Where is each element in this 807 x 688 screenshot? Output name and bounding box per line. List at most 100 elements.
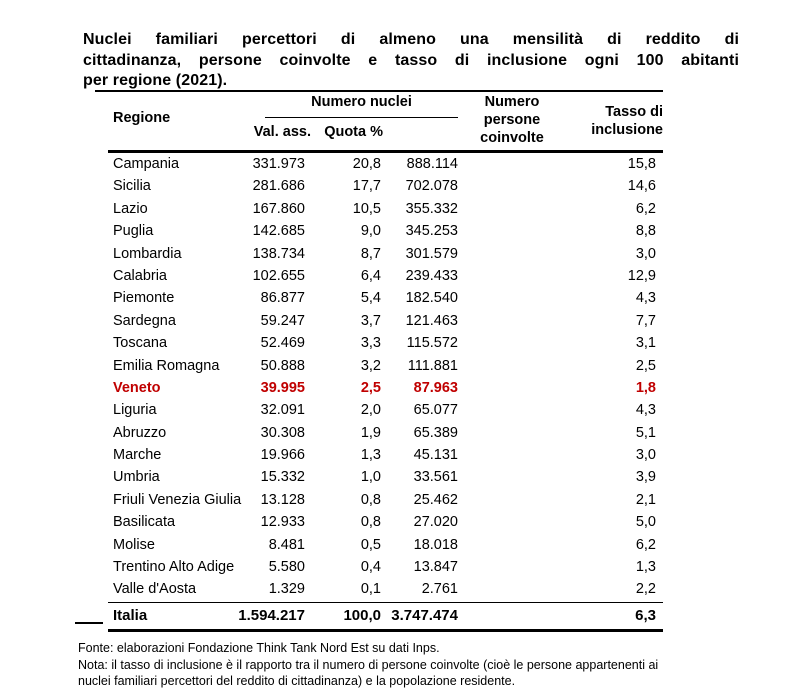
region-name: Lazio (113, 200, 148, 217)
nuclei-val-ass: 5.580 (268, 559, 305, 576)
table-row-umbria: Umbria 15.332 1,0 33.561 3,9 (108, 466, 663, 488)
tasso-inclusione: 6,2 (635, 200, 656, 217)
table-row-toscana: Toscana 52.469 3,3 115.572 3,1 (108, 332, 663, 354)
nuclei-quota-pct: 0,5 (360, 536, 381, 553)
nuclei-quota-pct: 3,2 (360, 357, 381, 374)
figure-title-line-3: per regione (2021). (83, 72, 228, 89)
nuclei-quota-pct: 1,0 (360, 469, 381, 486)
region-name: Calabria (113, 267, 167, 284)
persone-coinvolte: 45.131 (413, 447, 458, 464)
persone-coinvolte: 239.433 (405, 267, 458, 284)
persone-coinvolte: 702.078 (405, 178, 458, 195)
region-name: Veneto (113, 379, 161, 396)
tasso-inclusione: 5,0 (635, 514, 656, 531)
region-name: Umbria (113, 469, 160, 486)
nuclei-quota-pct: 1,3 (360, 447, 381, 464)
table-row-liguria: Liguria 32.091 2,0 65.077 4,3 (108, 399, 663, 421)
nuclei-val-ass: 142.685 (252, 223, 305, 240)
header-val-ass: Val. ass. (253, 124, 311, 140)
tasso-inclusione: 12,9 (627, 267, 656, 284)
tasso-inclusione: 3,0 (635, 447, 656, 464)
region-name: Liguria (113, 402, 157, 419)
nuclei-val-ass: 50.888 (260, 357, 305, 374)
table-top-rule (95, 90, 663, 92)
table-row-veneto-highlighted: Veneto 39.995 2,5 87.963 1,8 (108, 377, 663, 399)
persone-coinvolte: 115.572 (406, 335, 458, 352)
region-name: Sicilia (113, 178, 151, 195)
persone-coinvolte: 3.747.474 (391, 607, 458, 624)
nuclei-quota-pct: 17,7 (352, 178, 381, 195)
nuclei-quota-pct: 2,5 (360, 379, 381, 396)
tasso-inclusione: 1,8 (635, 379, 656, 396)
region-name: Friuli Venezia Giulia (113, 491, 242, 508)
region-name: Trentino Alto Adige (113, 559, 235, 576)
nuclei-quota-pct: 10,5 (352, 200, 381, 217)
tasso-inclusione: 3,9 (635, 469, 656, 486)
nuclei-quota-pct: 0,1 (360, 581, 381, 598)
tasso-inclusione: 2,1 (635, 491, 656, 508)
header-persone-line-1: Numero (484, 94, 540, 110)
method-note-line-1: Nota: il tasso di inclusione è il rappor… (78, 657, 659, 672)
persone-coinvolte: 888.114 (406, 156, 458, 172)
tasso-inclusione: 6,3 (635, 607, 656, 624)
tasso-inclusione: 4,3 (635, 402, 656, 419)
region-name: Basilicata (113, 514, 176, 531)
source-note: Fonte: elaborazioni Fondazione Think Tan… (78, 641, 440, 655)
nuclei-quota-pct: 1,9 (360, 424, 381, 441)
table-row-abruzzo: Abruzzo 30.308 1,9 65.389 5,1 (108, 422, 663, 444)
header-tasso-line-2: inclusione (591, 122, 663, 138)
tasso-inclusione: 8,8 (635, 223, 656, 240)
tasso-inclusione: 6,2 (635, 536, 656, 553)
table-row-trentino-alto-adige: Trentino Alto Adige 5.580 0,4 13.847 1,3 (108, 556, 663, 578)
persone-coinvolte: 65.389 (413, 424, 458, 441)
header-quota-pct: Quota % (324, 124, 383, 140)
header-bottom-rule (108, 150, 663, 153)
persone-coinvolte: 355.332 (405, 200, 458, 217)
nuclei-val-ass: 281.686 (252, 178, 305, 195)
table-row-lazio: Lazio 167.860 10,5 355.332 6,2 (108, 198, 663, 220)
tasso-inclusione: 1,3 (635, 559, 656, 576)
nuclei-val-ass: 19.966 (260, 447, 305, 464)
tasso-inclusione: 2,2 (635, 581, 656, 598)
region-name: Molise (113, 536, 155, 553)
region-name: Emilia Romagna (113, 357, 220, 374)
header-regione: Regione (113, 110, 171, 126)
table-bottom-rule (108, 629, 663, 632)
figure-title-line-1: Nuclei familiari percettori di almeno un… (83, 31, 739, 48)
persone-coinvolte: 18.018 (413, 536, 458, 553)
persone-coinvolte: 65.077 (413, 402, 458, 419)
header-persone-line-2: persone (483, 112, 541, 128)
region-name: Lombardia (113, 245, 182, 262)
persone-coinvolte: 121.463 (405, 312, 458, 329)
method-note-line-2: nuclei familiari percettori del reddito … (78, 674, 516, 688)
table-row-marche: Marche 19.966 1,3 45.131 3,0 (108, 444, 663, 466)
total-row-top-rule (108, 602, 663, 603)
table-body: Campania 331.973 20,8 888.114 15,8 Sicil… (108, 153, 663, 601)
persone-coinvolte: 13.847 (413, 559, 458, 576)
figure-title: Nuclei familiari percettori di almeno un… (83, 30, 739, 92)
nuclei-quota-pct: 9,0 (360, 223, 381, 240)
nuclei-val-ass: 12.933 (260, 514, 305, 531)
nuclei-quota-pct: 100,0 (343, 607, 381, 624)
table-row-molise: Molise 8.481 0,5 18.018 6,2 (108, 534, 663, 556)
tasso-inclusione: 15,8 (627, 156, 656, 172)
persone-coinvolte: 301.579 (405, 245, 458, 262)
persone-coinvolte: 27.020 (413, 514, 458, 531)
tasso-inclusione: 5,1 (635, 424, 656, 441)
tasso-inclusione: 3,0 (635, 245, 656, 262)
nuclei-val-ass: 167.860 (252, 200, 305, 217)
nuclei-quota-pct: 2,0 (360, 402, 381, 419)
table-row-valle-daosta: Valle d'Aosta 1.329 0,1 2.761 2,2 (108, 578, 663, 600)
region-name: Marche (113, 447, 162, 464)
nuclei-val-ass: 331.973 (252, 156, 305, 172)
nuclei-val-ass: 39.995 (260, 379, 305, 396)
nuclei-val-ass: 13.128 (260, 491, 305, 508)
header-tasso-inclusione: Tasso di inclusione (591, 103, 663, 139)
nuclei-quota-pct: 8,7 (360, 245, 381, 262)
table-row-piemonte: Piemonte 86.877 5,4 182.540 4,3 (108, 287, 663, 309)
table-row-puglia: Puglia 142.685 9,0 345.253 8,8 (108, 220, 663, 242)
region-name: Piemonte (113, 290, 175, 307)
table-row-italia-total: Italia 1.594.217 100,0 3.747.474 6,3 (108, 603, 663, 629)
nuclei-val-ass: 86.877 (260, 290, 305, 307)
